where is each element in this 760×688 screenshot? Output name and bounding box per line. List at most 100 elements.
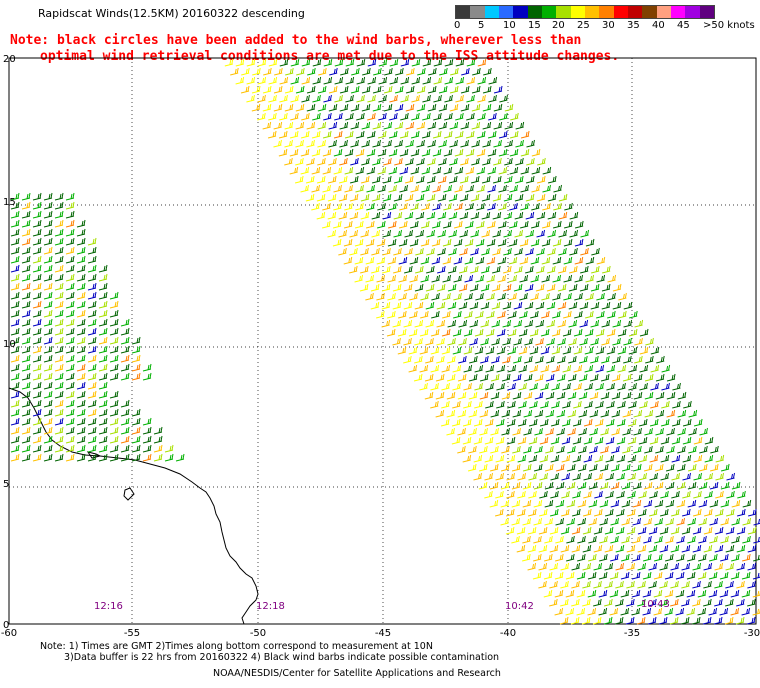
wind-barb (65, 273, 75, 282)
wind-barb (514, 211, 524, 220)
wind-barb (76, 264, 86, 273)
wind-barb (383, 85, 393, 94)
wind-barb (464, 310, 473, 319)
wind-barb (648, 526, 658, 535)
wind-barb (311, 202, 320, 211)
wind-barb (704, 454, 714, 463)
wind-barb (32, 399, 42, 408)
wind-barb (350, 157, 359, 166)
wind-barb (98, 336, 108, 345)
wind-barb (616, 490, 625, 499)
wind-barb (54, 228, 64, 237)
wind-barb (344, 148, 354, 157)
wind-barb (400, 94, 409, 103)
wind-barb (676, 463, 686, 472)
wind-barb (601, 301, 611, 310)
wind-barb (574, 256, 584, 265)
wind-barb (230, 67, 239, 76)
wind-barb (284, 103, 294, 112)
wind-barb (501, 409, 511, 418)
wind-barb (686, 571, 696, 580)
wind-barb (742, 535, 751, 544)
wind-barb (371, 211, 381, 220)
wind-barb (404, 175, 414, 184)
wind-barb (599, 517, 609, 526)
wind-barb (653, 589, 663, 598)
wind-barb (632, 481, 642, 490)
wind-barb (511, 463, 521, 472)
wind-barb (65, 282, 75, 291)
wind-barb (564, 202, 573, 211)
wind-barb (355, 184, 364, 193)
wind-barb (262, 103, 272, 112)
wind-barb (43, 363, 53, 372)
wind-barb (681, 580, 690, 589)
wind-barb (633, 409, 643, 418)
wind-barb (556, 427, 565, 436)
wind-barb (466, 76, 476, 85)
wind-barb (279, 76, 289, 85)
wind-barb (109, 399, 119, 408)
wind-barb (333, 130, 343, 139)
wind-barb (599, 553, 608, 562)
wind-barb (447, 301, 457, 310)
wind-barb (109, 327, 119, 336)
wind-barb (670, 544, 680, 553)
wind-barb (437, 265, 446, 274)
wind-barb (661, 382, 670, 391)
wind-barb (349, 247, 358, 256)
wind-barb (517, 490, 526, 499)
wind-barb (541, 274, 551, 283)
wind-barb (21, 372, 31, 381)
wind-barb (87, 426, 97, 435)
wind-barb (681, 562, 691, 571)
wind-barb (338, 229, 348, 238)
wind-barb (491, 283, 501, 292)
wind-barb (32, 228, 42, 237)
wind-barb (545, 445, 554, 454)
wind-barb (464, 292, 473, 301)
wind-barb (142, 417, 152, 426)
wind-barb (360, 265, 369, 274)
wind-barb (522, 481, 532, 490)
wind-barb (441, 382, 450, 391)
wind-barb (153, 435, 163, 444)
wind-barb (10, 435, 20, 444)
wind-barb (487, 166, 497, 175)
wind-barb (432, 166, 442, 175)
wind-barb (433, 112, 442, 121)
wind-barb (659, 598, 668, 607)
wind-barb (448, 175, 458, 184)
wind-barb (560, 562, 570, 571)
wind-barb (411, 112, 420, 121)
wind-barb (622, 445, 631, 454)
wind-barb (465, 166, 475, 175)
wind-barb (10, 264, 20, 273)
note-line-1: Note: black circles have been added to t… (10, 33, 582, 48)
wind-barb (560, 526, 570, 535)
wind-barb (498, 148, 508, 157)
wind-barb (610, 499, 620, 508)
wind-barb (555, 553, 564, 562)
wind-barb (486, 274, 496, 283)
wind-barb (471, 85, 481, 94)
wind-barb (590, 337, 599, 346)
wind-barb (339, 139, 348, 148)
wind-barb (558, 265, 567, 274)
wind-barb (350, 139, 359, 148)
lat-lon-grid (9, 58, 756, 624)
wind-barb (688, 409, 698, 418)
wind-barb (623, 337, 632, 346)
wind-barb (442, 220, 452, 229)
wind-barb (637, 580, 646, 589)
wind-barb (525, 265, 534, 274)
wind-barb (442, 274, 452, 283)
wind-barb (262, 85, 272, 94)
wind-barb (470, 211, 480, 220)
wind-barb (616, 418, 626, 427)
wind-barb (659, 544, 669, 553)
wind-barb (708, 607, 718, 616)
wind-barb (666, 373, 676, 382)
wind-barb (709, 517, 719, 526)
